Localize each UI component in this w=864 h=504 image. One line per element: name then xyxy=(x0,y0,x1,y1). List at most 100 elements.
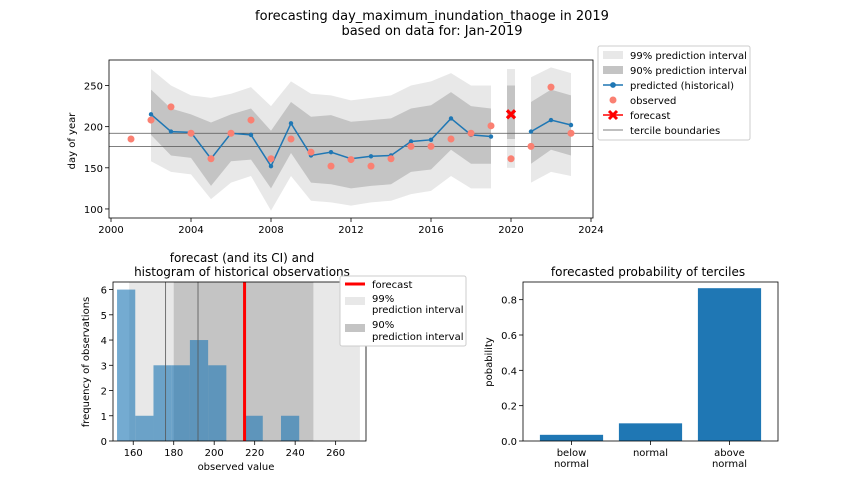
figure-title-line2: based on data for: Jan-2019 xyxy=(341,24,522,39)
hist-x-tick-label: 260 xyxy=(326,448,345,459)
hist-y-tick-label: 5 xyxy=(101,311,107,322)
hist-legend-swatch-band99 xyxy=(345,297,365,305)
histogram-bar xyxy=(171,365,190,441)
future-predicted-point xyxy=(528,129,534,134)
legend-label-tercile: tercile boundaries xyxy=(630,126,720,137)
observed-point xyxy=(247,116,255,124)
tercile-category-label: above xyxy=(714,448,745,459)
tercile-bar xyxy=(539,434,604,441)
tercile-bar xyxy=(697,288,762,441)
histogram-ylabel: frequency of observations xyxy=(81,297,92,428)
predicted-point xyxy=(268,163,274,169)
observed-point xyxy=(487,122,495,130)
histogram-bar xyxy=(117,289,136,441)
histogram-bar xyxy=(244,415,263,441)
timeseries-ylabel: day of year xyxy=(67,112,78,170)
predicted-point xyxy=(248,132,254,138)
hist-x-tick-label: 240 xyxy=(286,448,305,459)
observed-point xyxy=(287,135,295,143)
prob-y-tick-label: 0.4 xyxy=(501,366,517,377)
legend-swatch-band90 xyxy=(603,66,623,74)
x-tick-label: 2008 xyxy=(258,225,283,236)
observed-point xyxy=(127,135,135,143)
histogram-bar xyxy=(135,415,154,441)
predicted-line xyxy=(150,113,492,168)
legend-frame xyxy=(597,45,751,141)
observed-point xyxy=(467,129,475,137)
legend-label-observed: observed xyxy=(630,96,676,107)
hist-legend-frame xyxy=(339,275,467,347)
histogram-plot-area: 160 180 200 220 240 260 0 1 2 3 4 5 6 xyxy=(101,281,367,459)
histogram-bar xyxy=(153,365,172,441)
observed-point xyxy=(267,155,275,163)
timeseries-chart: 2000 2004 2008 2012 2016 2020 2024 100 150 200 250… xyxy=(67,45,751,236)
predicted-point xyxy=(288,121,294,126)
tercile-category-label: normal xyxy=(633,448,668,459)
x-tick-label: 2004 xyxy=(178,225,203,236)
predicted-point xyxy=(168,129,174,134)
legend-label-band99: 99% prediction interval xyxy=(630,51,747,62)
histogram-legend: forecast 99% prediction interval 90% pre… xyxy=(339,275,467,347)
observed-point xyxy=(387,155,395,163)
hist-y-tick-label: 3 xyxy=(101,361,107,372)
y-tick-label: 250 xyxy=(84,82,103,93)
band90-future xyxy=(531,89,571,164)
y-tick-label: 150 xyxy=(84,164,103,175)
tercile-bar xyxy=(618,423,683,441)
legend-label-predicted: predicted (historical) xyxy=(630,81,734,92)
observed-point xyxy=(407,142,415,150)
predicted-point xyxy=(328,149,334,155)
observed-point xyxy=(567,129,575,137)
observed-point xyxy=(507,155,515,163)
prob-y-tick-label: 0.0 xyxy=(501,437,517,448)
observed-point xyxy=(427,142,435,150)
hist-x-tick-label: 180 xyxy=(164,448,183,459)
x-tick-label: 2024 xyxy=(578,225,603,236)
hist-y-tick-label: 0 xyxy=(101,437,107,448)
figure-title-line1: forecasting day_maximum_inundation_thaog… xyxy=(255,9,609,24)
tercile-probability-chart: forecasted probability of terciles below… xyxy=(484,265,779,470)
predicted-point xyxy=(448,116,454,121)
observed-point xyxy=(227,129,235,137)
timeseries-legend: 99% prediction interval 90% prediction i… xyxy=(597,45,751,141)
hist-legend-label-band99-line2: prediction interval xyxy=(372,305,463,316)
hist-legend-label-forecast: forecast xyxy=(372,280,413,291)
hist-x-tick-label: 200 xyxy=(205,448,224,459)
tercile-category-label: below xyxy=(557,448,587,459)
y-tick-label: 100 xyxy=(84,205,103,216)
predicted-point xyxy=(488,134,494,139)
future-predicted-point xyxy=(568,122,574,128)
observed-point xyxy=(527,142,535,150)
histogram-title-line1: forecast (and its CI) and xyxy=(170,251,315,265)
observed-point xyxy=(367,162,375,170)
probability-title: forecasted probability of terciles xyxy=(551,265,745,279)
hist-legend-label-band99-line1: 99% xyxy=(372,294,394,305)
hist-y-tick-label: 4 xyxy=(101,336,107,347)
hist-legend-swatch-band90 xyxy=(345,324,365,332)
tercile-category-label: normal xyxy=(554,459,589,470)
observed-point xyxy=(447,135,455,143)
observed-point xyxy=(147,116,155,124)
prob-y-tick-label: 0.6 xyxy=(501,331,517,342)
predicted-point xyxy=(368,154,374,159)
tercile-category-label: normal xyxy=(712,459,747,470)
hist-x-tick-label: 160 xyxy=(124,448,143,459)
legend-label-forecast: forecast xyxy=(630,111,671,122)
legend-dot-observed xyxy=(609,96,617,104)
observed-point xyxy=(187,129,195,137)
x-tick-label: 2016 xyxy=(418,225,443,236)
legend-marker-forecast xyxy=(607,109,619,121)
predicted-point xyxy=(148,112,154,117)
probability-ylabel: pobability xyxy=(484,337,495,387)
band90-historical xyxy=(151,89,491,189)
observed-point xyxy=(207,155,215,163)
hist-legend-label-band90-line1: 90% xyxy=(372,320,394,331)
observed-point xyxy=(307,148,315,156)
histogram-xlabel: observed value xyxy=(198,462,275,473)
hist-y-tick-label: 1 xyxy=(101,412,107,423)
legend-dot-predicted xyxy=(610,82,616,88)
x-tick-label: 2020 xyxy=(498,225,523,236)
histogram-bar xyxy=(208,365,227,441)
